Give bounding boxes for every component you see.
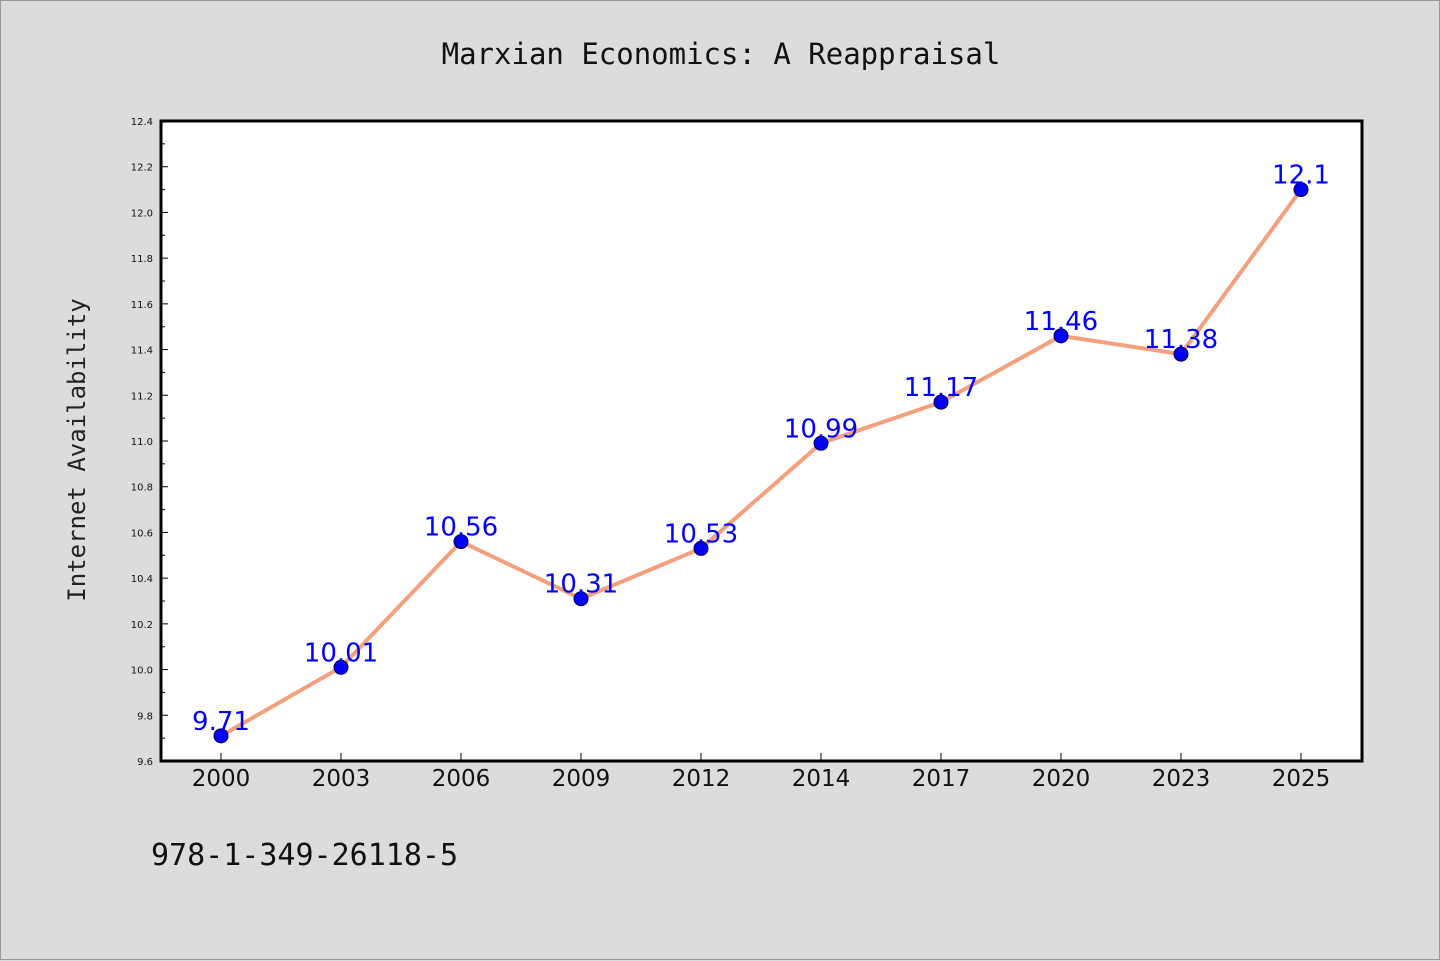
y-axis-label: Internet Availability xyxy=(63,298,91,601)
y-tick-label: 12.0 xyxy=(131,208,153,219)
data-points xyxy=(213,182,1309,744)
x-tick-label: 2023 xyxy=(1152,766,1211,792)
data-point xyxy=(693,540,709,556)
series-line xyxy=(220,188,1303,738)
data-label: 9.71 xyxy=(192,707,250,737)
y-tick-label: 10.6 xyxy=(131,528,153,539)
chart-title: Marxian Economics: A Reappraisal xyxy=(442,37,1001,71)
data-label: 10.56 xyxy=(424,513,498,543)
x-tick-label: 2012 xyxy=(672,766,731,792)
y-tick-label: 11.8 xyxy=(131,254,153,265)
data-label: 10.53 xyxy=(664,519,738,549)
data-point xyxy=(1053,328,1069,344)
data-label: 10.01 xyxy=(304,638,378,668)
data-label: 10.99 xyxy=(784,414,858,444)
data-point xyxy=(573,591,589,607)
y-tick-label: 12.4 xyxy=(131,117,153,128)
data-label: 11.17 xyxy=(904,373,978,403)
data-label: 11.46 xyxy=(1024,307,1098,337)
data-labels: 9.71 10.01 10.56 10.31 10.53 10.99 11.17 11.46 1… xyxy=(192,161,1330,737)
y-tick-label: 11.4 xyxy=(131,346,153,357)
data-point xyxy=(1293,182,1309,198)
y-tick-label: 10.8 xyxy=(131,483,153,494)
y-tick-label: 10.2 xyxy=(131,620,153,631)
y-tick-label: 10.4 xyxy=(131,574,153,585)
y-tick-label: 10.0 xyxy=(131,666,153,677)
series-line-group xyxy=(220,188,1303,738)
data-label: 11.38 xyxy=(1144,325,1218,355)
x-tick-label: 2025 xyxy=(1272,766,1331,792)
x-tick-label: 2020 xyxy=(1032,766,1091,792)
x-tick-label: 2006 xyxy=(432,766,491,792)
plot-area xyxy=(159,119,1364,763)
y-tick-label: 11.2 xyxy=(131,391,153,402)
y-tick-label: 11.6 xyxy=(131,300,153,311)
x-tick-label: 2003 xyxy=(312,766,371,792)
isbn-footer: 978-1-349-26118-5 xyxy=(151,838,458,873)
data-point xyxy=(333,659,349,675)
data-point xyxy=(213,728,229,744)
y-tick-label: 9.6 xyxy=(137,757,153,768)
data-label: 12.1 xyxy=(1272,161,1330,191)
y-axis-ticks: 9.6 9.8 10.0 10.2 10.4 10.6 10.8 11.0 11.2 11.4 11… xyxy=(131,117,168,768)
x-tick-label: 2017 xyxy=(912,766,971,792)
y-tick-label: 11.0 xyxy=(131,437,153,448)
x-tick-label: 2014 xyxy=(792,766,851,792)
x-tick-label: 2000 xyxy=(192,766,251,792)
x-tick-label: 2009 xyxy=(552,766,611,792)
data-label: 10.31 xyxy=(544,570,618,600)
data-point xyxy=(1173,346,1189,362)
data-point xyxy=(453,534,469,550)
x-axis-ticks: 2000 2003 2006 2009 2012 2014 2017 2020 2023 2025 xyxy=(192,753,1331,792)
data-point xyxy=(813,435,829,451)
y-tick-label: 12.2 xyxy=(131,163,153,174)
y-tick-label: 9.8 xyxy=(137,711,153,722)
data-point xyxy=(933,394,949,410)
